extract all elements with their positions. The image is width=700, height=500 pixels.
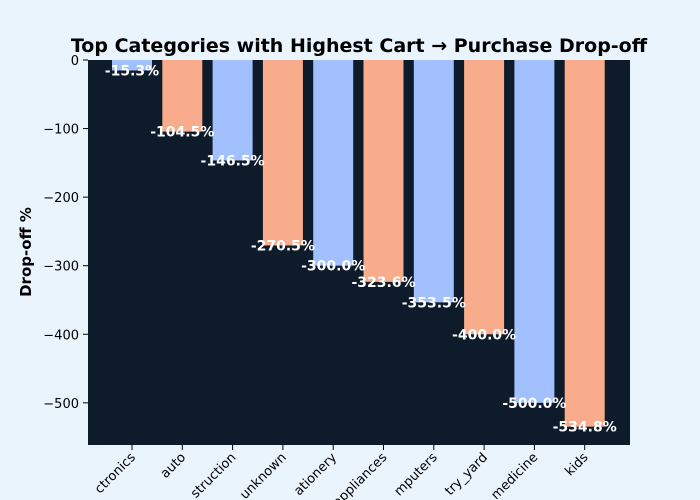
bar-value-label: -104.5%	[150, 125, 214, 141]
y-tick-label: −400	[43, 328, 79, 343]
y-axis-label: Drop-off %	[17, 207, 35, 297]
chart-title: Top Categories with Highest Cart → Purch…	[71, 35, 648, 57]
bar-medicine	[514, 60, 555, 403]
bar-value-label: -15.3%	[105, 63, 159, 79]
bar-electronics	[112, 60, 152, 71]
bar-value-label: -323.6%	[351, 275, 415, 291]
bar-value-label: -534.8%	[553, 420, 617, 436]
bar-construction	[212, 60, 253, 161]
bar-kids	[564, 60, 605, 427]
bar-auto	[162, 60, 203, 132]
bar-value-label: -270.5%	[251, 238, 315, 254]
y-tick-label: 0	[71, 54, 79, 69]
y-tick-label: −300	[43, 260, 79, 275]
bar-stationery	[313, 60, 354, 266]
bar-value-label: -146.5%	[201, 153, 265, 169]
y-tick-label: −100	[43, 123, 79, 138]
bar-unknown	[262, 60, 303, 246]
bar-computers	[413, 60, 454, 303]
bar-value-label: -353.5%	[402, 295, 466, 311]
y-tick-label: −200	[43, 191, 79, 206]
bar-appliances	[363, 60, 404, 282]
y-tick-label: −500	[43, 397, 79, 412]
bar-value-label: -300.0%	[301, 259, 365, 275]
bar-value-label: -400.0%	[452, 327, 516, 343]
bar-country_yard	[464, 60, 505, 335]
bar-value-label: -500.0%	[502, 396, 566, 412]
